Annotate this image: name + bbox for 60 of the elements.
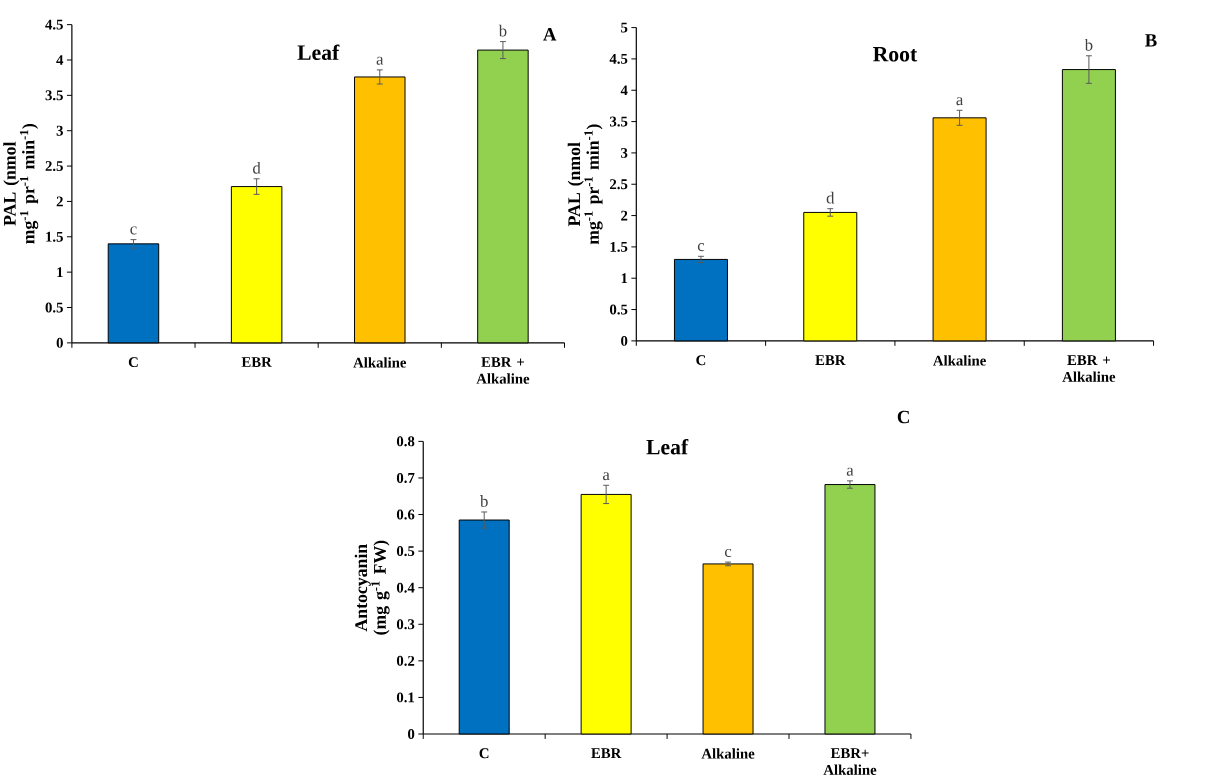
x-tick-label: Alkaline	[933, 355, 986, 366]
y-tick-label: 0.2	[396, 655, 415, 666]
x-tick-label: EBR	[241, 357, 272, 367]
x-tick-label: EBR	[815, 355, 846, 365]
text: Leaf	[297, 44, 340, 60]
y-tick-label: 1	[621, 273, 628, 283]
y-tick-label: 0.8	[396, 436, 415, 447]
y-tick-label: 3.5	[609, 116, 628, 127]
y-tick-label: 2	[621, 210, 628, 221]
annotation: a	[603, 472, 610, 481]
annotation: b	[498, 24, 507, 37]
y-tick-label: 1	[57, 267, 63, 277]
annotation: d	[826, 191, 835, 204]
y-tick-label: 0.6	[396, 509, 415, 520]
x-tick-label: EBR+ Alkaline	[823, 748, 877, 775]
x-tick-label: Alkaline	[353, 357, 407, 368]
y-tick-label: 3.5	[45, 90, 63, 101]
y-tick-label: 4	[620, 85, 628, 95]
y-tick-label: 1.5	[610, 241, 628, 252]
y-tick-label: 0.5	[609, 304, 628, 315]
y-tick-label: 2.5	[45, 160, 63, 171]
annotation: B	[1145, 34, 1157, 47]
annotation: d	[253, 161, 261, 174]
x-tick-label: C	[696, 355, 706, 366]
y-tick-label: 0.5	[396, 545, 415, 557]
chart-title: Leaf	[646, 438, 689, 455]
annotation: c	[130, 226, 137, 235]
y-tick-label: 4.5	[609, 53, 628, 64]
y-tick-label: 1.5	[46, 231, 63, 242]
y-tick-label: 2	[56, 196, 63, 207]
y-tick-label: 0.5	[45, 302, 63, 313]
y-tick-label: 0.1	[396, 692, 415, 703]
x-tick-label: EBR	[591, 748, 622, 758]
x-tick-label: EBR + Alkaline	[476, 357, 530, 384]
x-tick-label: Alkaline	[701, 748, 755, 759]
annotation: a	[956, 97, 964, 106]
y-tick-label: 3	[56, 125, 63, 136]
y-tick-label: 4	[56, 55, 64, 65]
annotation: b	[1084, 38, 1093, 51]
annotation: b	[480, 494, 488, 507]
y-tick-label: 0.3	[396, 619, 415, 630]
text: C	[897, 410, 909, 424]
y-tick-label: 5	[621, 22, 628, 33]
y-tick-label: 4.5	[45, 19, 63, 30]
y-tick-label: 0.4	[396, 582, 415, 593]
annotation: c	[697, 242, 705, 252]
annotation: a	[376, 56, 384, 65]
x-tick-label: C	[479, 748, 489, 759]
text: Root	[873, 46, 918, 62]
x-tick-label: EBR + Alkaline	[1062, 355, 1116, 382]
annotation: A	[543, 28, 557, 41]
annotation: c	[724, 548, 732, 557]
y-tick-label: 3	[621, 147, 628, 158]
y-tick-label: 0	[408, 728, 415, 739]
y-tick-label: 2.5	[610, 179, 628, 190]
x-tick-label: C	[128, 357, 138, 367]
annotation: a	[846, 467, 854, 476]
y-tick-label: 0.7	[396, 472, 415, 483]
y-tick-label: 0	[56, 337, 63, 348]
y-tick-label: 0	[621, 335, 628, 346]
